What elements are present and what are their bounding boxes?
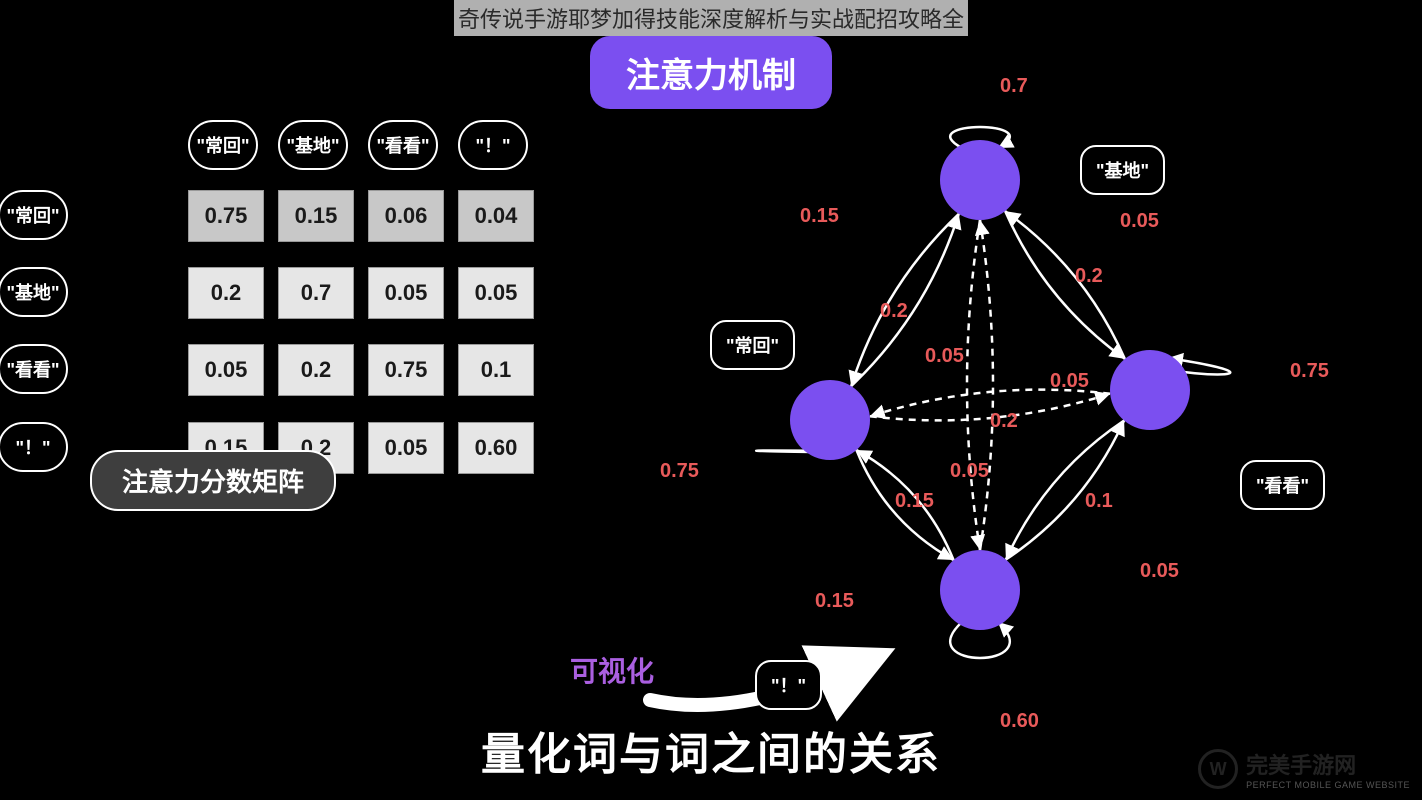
matrix-row-label: "看看" — [0, 344, 68, 394]
matrix-row-label: "基地" — [0, 267, 68, 317]
matrix-col-label: "基地" — [278, 120, 348, 170]
graph-node — [790, 380, 870, 460]
graph-node-label: "看看" — [1240, 460, 1325, 510]
edge-weight-label: 0.05 — [1120, 210, 1159, 233]
watermark-cn: 完美手游网 — [1246, 748, 1410, 780]
self-loop-label: 0.7 — [1000, 75, 1028, 98]
matrix-cell: 0.2 — [278, 344, 354, 396]
matrix-cell: 0.05 — [368, 267, 444, 319]
vis-label: 可视化 — [570, 650, 654, 690]
overlay-banner: 奇传说手游耶梦加得技能深度解析与实战配招攻略全 — [454, 0, 968, 36]
watermark-en: PERFECT MOBILE GAME WEBSITE — [1246, 780, 1410, 790]
graph-node-label: "基地" — [1080, 145, 1165, 195]
self-loop-label: 0.75 — [660, 460, 699, 483]
bottom-title: 量化词与词之间的关系 — [481, 718, 941, 782]
edge-weight-label: 0.05 — [1140, 560, 1179, 583]
edge-weight-label: 0.15 — [815, 590, 854, 613]
edge-weight-label: 0.2 — [990, 410, 1018, 433]
attention-graph: 0.15 0.2 0.05 0.2 0.05 0.05 0.15 0.15 0.1 0.05 0.2… — [680, 90, 1380, 710]
matrix-cell: 0.1 — [458, 344, 534, 396]
matrix-cell: 0.2 — [188, 267, 264, 319]
matrix-cell: 0.60 — [458, 422, 534, 474]
edge-weight-label: 0.15 — [895, 490, 934, 513]
graph-node — [940, 550, 1020, 630]
matrix-col-label: "常回" — [188, 120, 258, 170]
edge-weight-label: 0.15 — [800, 205, 839, 228]
matrix-cell: 0.7 — [278, 267, 354, 319]
edge-weight-label: 0.2 — [880, 300, 908, 323]
edge-weight-label: 0.05 — [925, 345, 964, 368]
matrix-cell: 0.05 — [188, 344, 264, 396]
matrix-cell: 0.06 — [368, 190, 444, 242]
self-loop-label: 0.75 — [1290, 360, 1329, 383]
matrix-row-label: "常回" — [0, 190, 68, 240]
matrix-cell: 0.05 — [458, 267, 534, 319]
edge-weight-label: 0.05 — [1050, 370, 1089, 393]
matrix-legend: 注意力分数矩阵 — [90, 450, 336, 511]
matrix-row-label: "！" — [0, 422, 68, 472]
matrix-col-label: "！" — [458, 120, 528, 170]
matrix-col-label: "看看" — [368, 120, 438, 170]
edge-weight-label: 0.05 — [950, 460, 989, 483]
watermark: W 完美手游网 PERFECT MOBILE GAME WEBSITE — [1198, 748, 1410, 790]
self-loop-label: 0.60 — [1000, 710, 1039, 733]
matrix-cell: 0.15 — [278, 190, 354, 242]
graph-node — [940, 140, 1020, 220]
edge-weight-label: 0.1 — [1085, 490, 1113, 513]
graph-node-label: "！" — [755, 660, 822, 710]
matrix-cell: 0.75 — [188, 190, 264, 242]
watermark-logo-icon: W — [1198, 749, 1238, 789]
edge-weight-label: 0.2 — [1075, 265, 1103, 288]
matrix-cell: 0.75 — [368, 344, 444, 396]
graph-node-label: "常回" — [710, 320, 795, 370]
graph-node — [1110, 350, 1190, 430]
matrix-cell: 0.05 — [368, 422, 444, 474]
matrix-cell: 0.04 — [458, 190, 534, 242]
